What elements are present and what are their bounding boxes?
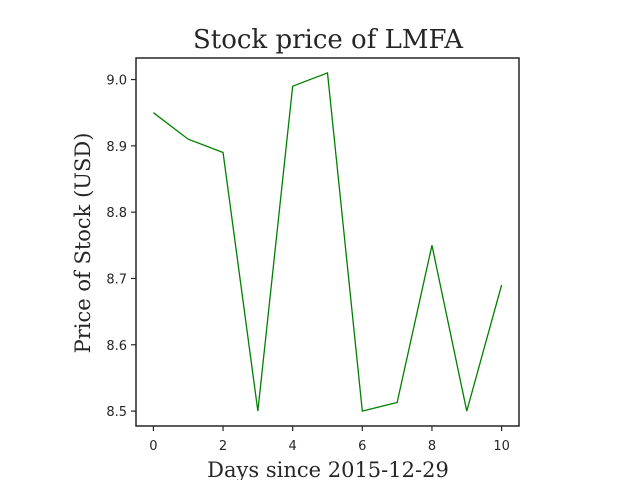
y-tick-label: 8.7	[106, 272, 127, 287]
plot-area: 0 2 4 6 8 10 8.5 8.6 8.7 8.8 8.9 9.0	[106, 57, 520, 454]
price-series-line	[153, 72, 503, 412]
x-axis: 0 2 4 6 8 10	[149, 426, 510, 454]
x-tick-label: 0	[149, 439, 157, 454]
y-tick-label: 9.0	[106, 74, 127, 89]
y-axis-label: Price of Stock (USD)	[71, 133, 95, 354]
x-tick-label: 8	[428, 439, 436, 454]
y-tick-label: 8.9	[106, 140, 127, 155]
x-tick-label: 10	[493, 439, 510, 454]
x-tick-label: 2	[219, 439, 227, 454]
y-tick-label: 8.6	[106, 339, 127, 354]
x-tick-label: 4	[289, 439, 297, 454]
x-axis-label: Days since 2015-12-29	[207, 458, 449, 480]
x-tick-label: 6	[358, 439, 366, 454]
chart-title: Stock price of LMFA	[193, 25, 464, 55]
axes-frame	[135, 57, 520, 427]
y-axis: 8.5 8.6 8.7 8.8 8.9 9.0	[106, 74, 136, 420]
y-tick-label: 8.5	[106, 405, 127, 420]
y-tick-label: 8.8	[106, 206, 127, 221]
